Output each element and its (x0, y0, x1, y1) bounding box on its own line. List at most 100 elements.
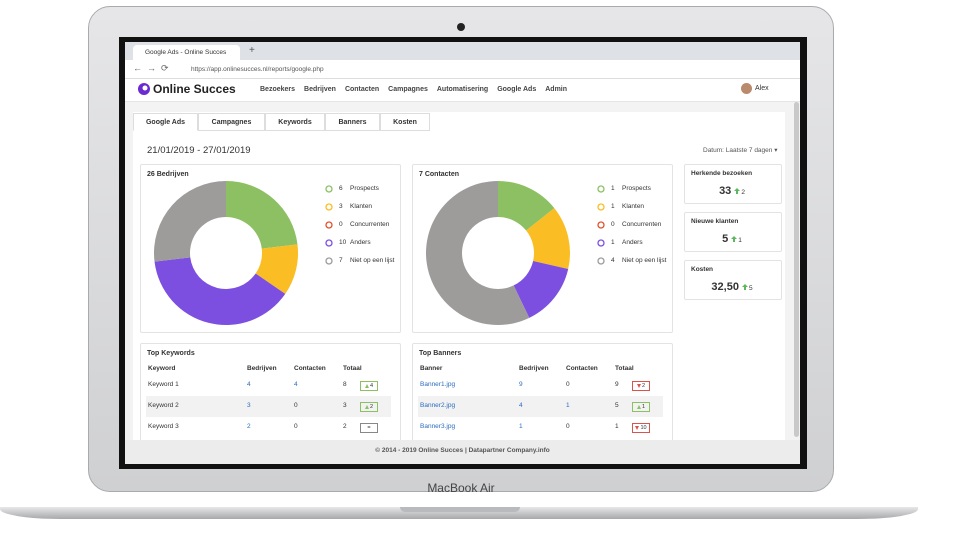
donut-segment (154, 257, 286, 325)
tab[interactable]: Kosten (380, 113, 430, 131)
tab[interactable]: Google Ads (133, 113, 198, 131)
date-filter[interactable]: Datum: Laatste 7 dagen ▾ (703, 147, 778, 154)
badge-text: 1 (641, 404, 646, 410)
trend-badge: 10 (632, 423, 650, 433)
nav-item[interactable]: Google Ads (497, 86, 537, 93)
url[interactable]: https://app.onlinesucces.nl/reports/goog… (191, 66, 324, 73)
stat-card (684, 260, 782, 300)
legend-label: Concurrenten (350, 221, 390, 228)
legend-value: 3 (339, 203, 343, 210)
column-header: Totaal (615, 365, 634, 372)
legend-value: 1 (611, 239, 615, 246)
nav-buttons[interactable]: ←→⟳ (133, 63, 174, 73)
column-header: Contacten (294, 365, 326, 372)
table-cell[interactable]: 4 (247, 381, 251, 388)
nav-item[interactable]: Admin (545, 86, 568, 93)
donut-chart (154, 181, 298, 325)
row-stripe (146, 396, 391, 417)
device-label: MacBook Air (427, 481, 495, 495)
column-header: Keyword (148, 365, 176, 372)
table-cell: 8 (343, 381, 347, 388)
trend-arrow (636, 405, 641, 409)
legend-label: Prospects (622, 185, 651, 192)
stat-card (684, 164, 782, 204)
donut-segment (498, 181, 555, 231)
camera (457, 23, 465, 31)
legend-value: 1 (611, 203, 615, 210)
legend-value: 4 (611, 257, 615, 264)
donut-segment (526, 208, 570, 270)
legend-label: Anders (622, 239, 643, 246)
browser-tab[interactable]: Google Ads - Online Succes (133, 45, 240, 60)
table-cell: Keyword 3 (148, 423, 179, 430)
legend-circle (597, 257, 605, 265)
new-tab[interactable]: + (249, 45, 255, 56)
legend-circle (325, 239, 333, 247)
legend-marker (597, 239, 605, 247)
user-name[interactable]: Alex (755, 85, 769, 92)
column-header: Banner (420, 365, 443, 372)
stat-label: Kosten (691, 266, 714, 273)
legend-marker (325, 185, 333, 193)
nav-item[interactable]: Campagnes (388, 86, 428, 93)
nav-item[interactable]: Automatisering (436, 86, 489, 93)
nav-item[interactable]: Contacten (344, 86, 380, 93)
nav-item[interactable]: Bedrijven (304, 86, 336, 93)
chart-title: 7 Contacten (419, 171, 460, 178)
donut-segment (154, 181, 226, 262)
table-cell[interactable]: 1 (519, 423, 523, 430)
table-cell[interactable]: 4 (519, 402, 523, 409)
stat-value: 33 (719, 185, 732, 197)
legend-value: 7 (339, 257, 343, 264)
table-cell: Keyword 1 (148, 381, 179, 388)
legend-value: 6 (339, 185, 343, 192)
table-cell[interactable]: 1 (566, 402, 570, 409)
legend-circle (597, 239, 605, 247)
table-cell: 0 (294, 423, 298, 430)
stat-change: 1 (738, 237, 742, 244)
date-filter-value[interactable]: Laatste 7 dagen (725, 147, 773, 154)
tab[interactable]: Keywords (265, 113, 325, 131)
table-cell[interactable]: 4 (294, 381, 298, 388)
donut-segment (255, 244, 298, 294)
stat-row: 32,50 5 (684, 277, 780, 295)
legend-value: 0 (611, 221, 615, 228)
donut-segment (226, 181, 298, 249)
table-cell: 2 (343, 423, 347, 430)
date-filter-label: Datum: (703, 147, 724, 154)
table-cell[interactable]: 9 (519, 381, 523, 388)
legend-circle (325, 257, 333, 265)
legend-label: Niet op een lijst (350, 257, 395, 264)
badge-text: 2 (641, 383, 646, 389)
nav-item[interactable]: Bezoekers (260, 86, 296, 93)
tabs: Google Ads Campagnes Keywords Banners Kosten (133, 113, 430, 131)
arrow-shape (364, 384, 369, 388)
table-cell[interactable]: 2 (247, 423, 251, 430)
tab[interactable]: Banners (325, 113, 380, 131)
row-stripe (418, 396, 663, 417)
donut-segment (425, 181, 530, 325)
chart-title: 26 Bedrijven (147, 171, 189, 178)
tab[interactable]: Campagnes (198, 113, 265, 131)
table-cell[interactable]: Banner3.jpg (420, 423, 456, 430)
legend-value: 0 (339, 221, 343, 228)
table-title: Top Keywords (147, 350, 195, 357)
table-cell[interactable]: 3 (247, 402, 251, 409)
legend-marker (597, 221, 605, 229)
screen: Google Ads - Online Succes + ←→⟳ https:/… (125, 42, 800, 464)
table-cell[interactable]: Banner2.jpg (420, 402, 456, 409)
up-arrow (734, 188, 741, 194)
legend-marker (597, 203, 605, 211)
brand-name[interactable]: Online Succes (153, 82, 236, 96)
badge-text: = (367, 425, 371, 431)
trend-badge: 2 (632, 381, 650, 391)
arrow-shape (636, 384, 641, 388)
table-cell: 1 (615, 423, 619, 430)
table-cell: 9 (615, 381, 619, 388)
legend-label: Prospects (350, 185, 379, 192)
table-cell[interactable]: Banner1.jpg (420, 381, 456, 388)
app-navbar (125, 79, 800, 102)
stat-value: 5 (722, 233, 729, 245)
legend-circle (325, 221, 333, 229)
